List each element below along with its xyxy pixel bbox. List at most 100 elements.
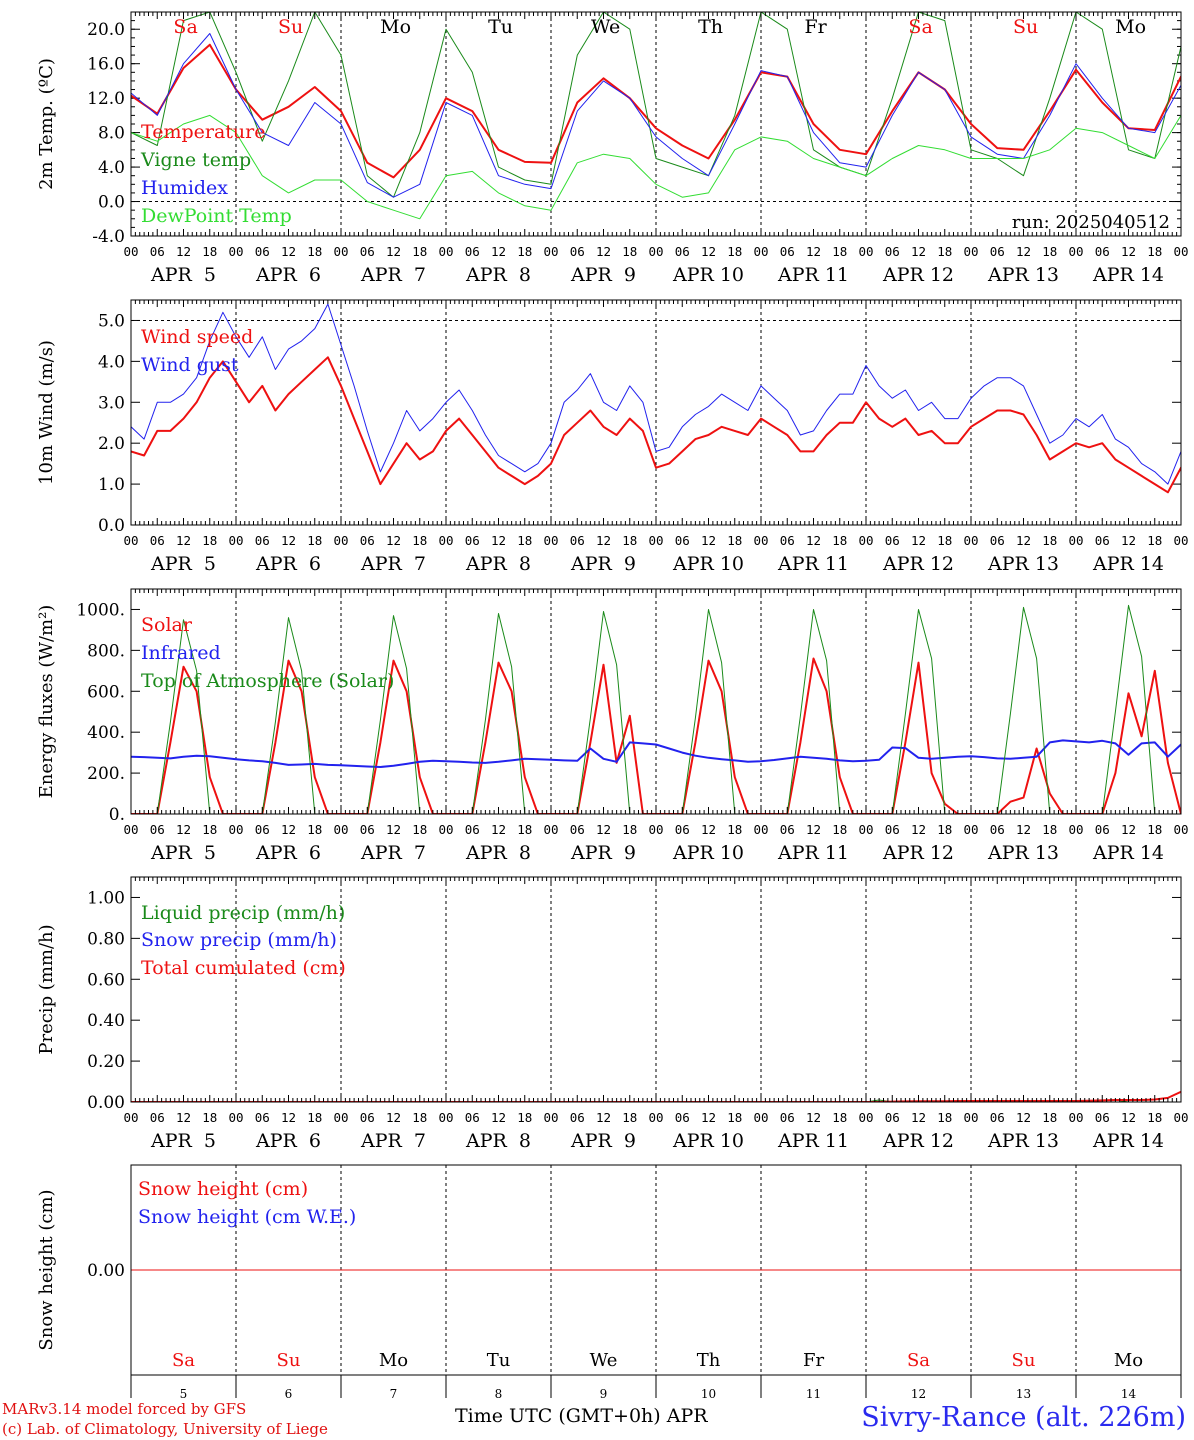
series-line-humidex	[131, 33, 1181, 198]
day-name-bottom: Th	[697, 1350, 721, 1371]
date-label: APR 13	[987, 1130, 1059, 1152]
date-label: APR 9	[570, 264, 636, 286]
station-name: Sivry-Rance (alt. 226m)	[861, 1402, 1186, 1433]
date-label: APR 10	[672, 264, 744, 286]
date-label: APR 5	[150, 264, 216, 286]
y-tick-label: 4.0	[98, 158, 125, 178]
hour-label: 18	[412, 1110, 427, 1125]
hour-label: 18	[1147, 1110, 1162, 1125]
y-tick-label: 0.20	[87, 1052, 125, 1072]
hour-label: 12	[701, 533, 716, 548]
hour-label: 06	[675, 1110, 690, 1125]
hour-label: 06	[1095, 533, 1110, 548]
hour-label: 00	[1068, 533, 1083, 548]
hour-label: 18	[412, 244, 427, 259]
hour-label: 18	[202, 533, 217, 548]
hour-label: 00	[648, 533, 663, 548]
hour-label: 00	[1068, 822, 1083, 837]
hour-label: 00	[1173, 533, 1188, 548]
series-group	[131, 604, 1181, 814]
day-name-top: Fr	[804, 16, 827, 38]
hour-label: 00	[648, 1110, 663, 1125]
hour-label: 12	[701, 822, 716, 837]
y-axis-label: Precip (mm/h)	[36, 924, 57, 1054]
hour-label: 12	[596, 1110, 611, 1125]
hour-label: 00	[228, 822, 243, 837]
hour-label: 12	[596, 822, 611, 837]
hour-label: 00	[753, 1110, 768, 1125]
hour-label: 18	[202, 822, 217, 837]
y-tick-label: 0.0	[98, 193, 125, 213]
date-label: APR 7	[360, 1130, 426, 1152]
hour-label: 12	[281, 533, 296, 548]
hour-label: 06	[255, 1110, 270, 1125]
series-line-temperature	[131, 43, 1181, 179]
hour-label: 06	[885, 1110, 900, 1125]
date-label: APR 6	[255, 264, 321, 286]
hour-label: 06	[570, 533, 585, 548]
hour-label: 12	[386, 244, 401, 259]
day-name-bottom: Mo	[1114, 1350, 1143, 1371]
date-label: APR 9	[570, 553, 636, 575]
panel-5: 0.00 Snow height (cm) Snow height (cm) Snow…	[36, 1164, 1182, 1401]
hour-label: 06	[570, 244, 585, 259]
legend-entry: DewPoint Temp	[141, 205, 292, 227]
hour-label: 12	[386, 1110, 401, 1125]
series-line-infrared	[131, 739, 1181, 768]
date-label: APR 14	[1092, 842, 1164, 864]
hour-label: 18	[937, 533, 952, 548]
date-label: APR 5	[150, 1130, 216, 1152]
hour-label: 06	[990, 533, 1005, 548]
hour-label: 06	[1095, 822, 1110, 837]
hour-label: 12	[701, 1110, 716, 1125]
series-line-wind-speed	[131, 356, 1181, 494]
hour-label: 06	[150, 822, 165, 837]
day-number: 13	[1016, 1387, 1031, 1401]
date-label: APR 6	[255, 842, 321, 864]
day-name-top: Sa	[173, 16, 197, 38]
date-label: APR 13	[987, 264, 1059, 286]
series-line-top-of-atmosphere-solar-	[131, 604, 1181, 814]
y-axis-label: 10m Wind (m/s)	[36, 340, 57, 485]
date-label: APR 12	[882, 842, 954, 864]
hour-label: 12	[806, 1110, 821, 1125]
hour-label: 18	[307, 533, 322, 548]
hour-label: 18	[412, 822, 427, 837]
y-tick-label: 0.	[109, 805, 125, 825]
hour-label: 06	[780, 1110, 795, 1125]
hour-label: 00	[963, 822, 978, 837]
date-label: APR 13	[987, 553, 1059, 575]
panel-4: 0.00 0.20 0.40 0.60 0.80 1.00 Precip (mm/h) Liq…	[36, 876, 1189, 1152]
hour-label: 00	[228, 244, 243, 259]
hour-label: 18	[412, 533, 427, 548]
hour-label: 00	[123, 822, 138, 837]
day-number: 14	[1121, 1387, 1137, 1401]
panel-1: -4.0 0.0 4.0 8.0 12.0 16.0 20.0 2m Temp. (ºC) Te…	[36, 11, 1189, 286]
y-tick-label: 0.60	[87, 970, 125, 990]
panel-2: 0.0 1.0 2.0 3.0 4.0 5.0 10m Wind (m/s) Wind spe…	[36, 299, 1189, 575]
day-number: 5	[180, 1387, 188, 1401]
hour-label: 18	[1147, 822, 1162, 837]
hour-label: 00	[858, 1110, 873, 1125]
hour-label: 12	[1121, 244, 1136, 259]
hour-label: 06	[675, 244, 690, 259]
day-name-top: Th	[698, 16, 723, 38]
hour-label: 00	[963, 244, 978, 259]
hour-label: 00	[333, 533, 348, 548]
y-tick-label: 600.	[87, 682, 125, 702]
date-label: APR 7	[360, 264, 426, 286]
hour-label: 06	[990, 822, 1005, 837]
hour-label: 12	[596, 533, 611, 548]
hour-label: 06	[465, 244, 480, 259]
legend-entry: Snow precip (mm/h)	[141, 929, 337, 951]
day-name-bottom: Mo	[379, 1350, 408, 1371]
hour-label: 18	[307, 244, 322, 259]
hour-label: 18	[832, 533, 847, 548]
day-name-top: Su	[278, 16, 303, 38]
hour-label: 12	[806, 533, 821, 548]
hour-label: 12	[701, 244, 716, 259]
legend-entry: Top of Atmosphere (Solar)	[141, 670, 394, 692]
hour-label: 00	[963, 533, 978, 548]
hour-label: 18	[622, 244, 637, 259]
hour-label: 12	[491, 244, 506, 259]
